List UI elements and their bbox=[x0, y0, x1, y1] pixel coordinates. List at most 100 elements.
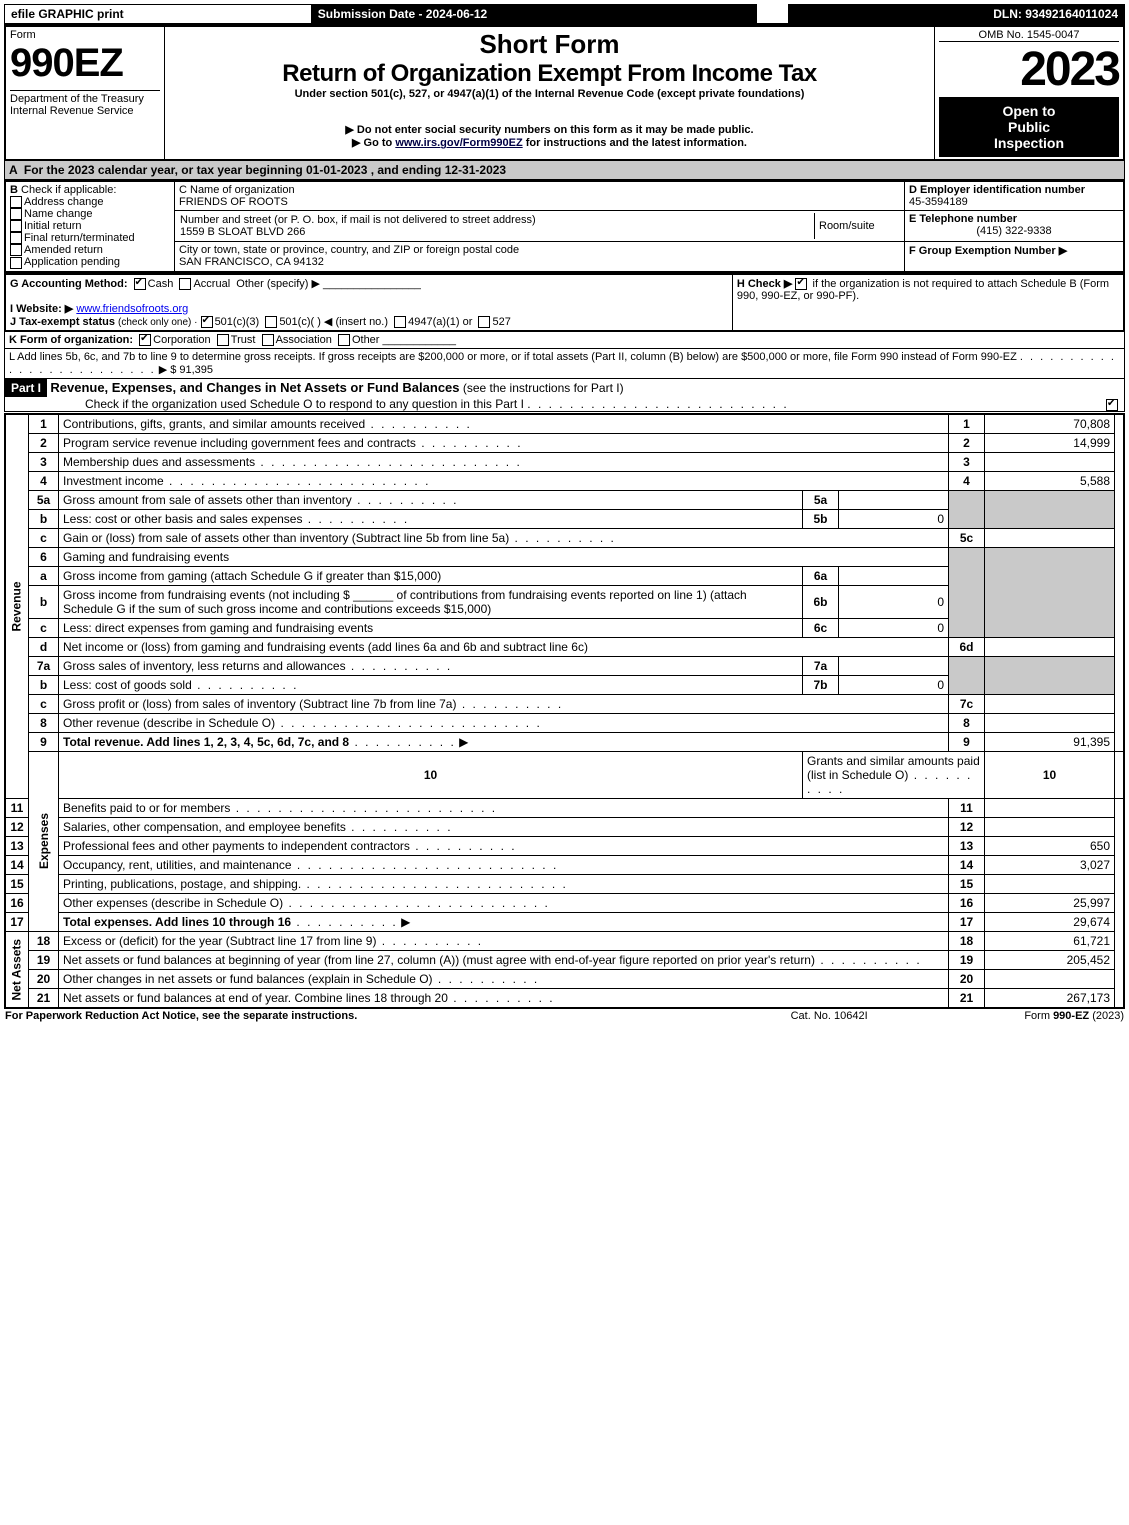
ln-6b: b bbox=[29, 585, 59, 618]
g-accrual: Accrual bbox=[193, 278, 230, 290]
ln-5a: 5a bbox=[29, 490, 59, 509]
b-label: Check if applicable: bbox=[21, 184, 116, 196]
t-9: Total revenue. Add lines 1, 2, 3, 4, 5c,… bbox=[63, 735, 349, 749]
k-corp: Corporation bbox=[153, 334, 210, 346]
t-18: Excess or (deficit) for the year (Subtra… bbox=[63, 934, 376, 948]
chk-4947[interactable] bbox=[394, 316, 406, 328]
footer-form-b: 990-EZ bbox=[1053, 1010, 1089, 1022]
sidelabel-expenses: Expenses bbox=[29, 751, 59, 931]
b-name: Name change bbox=[24, 208, 93, 220]
chk-final[interactable] bbox=[10, 232, 22, 244]
ln-20: 20 bbox=[29, 969, 59, 988]
g-other: Other (specify) ▶ bbox=[236, 278, 320, 290]
irs-link[interactable]: www.irs.gov/Form990EZ bbox=[395, 137, 522, 149]
t-16: Other expenses (describe in Schedule O) bbox=[63, 896, 283, 910]
part1-title: Revenue, Expenses, and Changes in Net As… bbox=[50, 380, 459, 395]
v-2: 14,999 bbox=[985, 433, 1115, 452]
phone: (415) 322-9338 bbox=[909, 225, 1119, 237]
mv-5a bbox=[839, 490, 949, 509]
ln-7b: b bbox=[29, 675, 59, 694]
t-12: Salaries, other compensation, and employ… bbox=[63, 820, 346, 834]
ln-8: 8 bbox=[29, 713, 59, 732]
t-17: Total expenses. Add lines 10 through 16 bbox=[63, 915, 291, 929]
j-527: 527 bbox=[492, 316, 510, 328]
v-12 bbox=[985, 817, 1115, 836]
ln-18: 18 bbox=[29, 931, 59, 950]
part1-see: (see the instructions for Part I) bbox=[463, 381, 624, 395]
chk-501c[interactable] bbox=[265, 316, 277, 328]
efile-button[interactable]: efile GRAPHIC print bbox=[5, 5, 312, 25]
chk-application[interactable] bbox=[10, 257, 22, 269]
chk-trust[interactable] bbox=[217, 334, 229, 346]
mid-6c: 6c bbox=[803, 618, 839, 637]
v-20 bbox=[985, 969, 1115, 988]
chk-amended[interactable] bbox=[10, 244, 22, 256]
t-6a: Gross income from gaming (attach Schedul… bbox=[59, 566, 803, 585]
chk-h[interactable] bbox=[795, 278, 807, 290]
rn-21: 21 bbox=[949, 988, 985, 1008]
v-21: 267,173 bbox=[985, 988, 1115, 1008]
chk-address[interactable] bbox=[10, 196, 22, 208]
open-to-public: Open to Public Inspection bbox=[939, 97, 1119, 157]
chk-initial[interactable] bbox=[10, 220, 22, 232]
submission-date: Submission Date - 2024-06-12 bbox=[311, 5, 756, 25]
rn-1: 1 bbox=[949, 414, 985, 434]
v-9: 91,395 bbox=[985, 732, 1115, 751]
b-addr: Address change bbox=[24, 196, 104, 208]
open-line3: Inspection bbox=[945, 135, 1113, 151]
mv-7b: 0 bbox=[839, 675, 949, 694]
t-21: Net assets or fund balances at end of ye… bbox=[63, 991, 448, 1005]
open-line2: Public bbox=[945, 119, 1113, 135]
h-tail: if the organization is not required to a… bbox=[737, 278, 1109, 302]
v-18: 61,721 bbox=[985, 931, 1115, 950]
t-11: Benefits paid to or for members bbox=[63, 801, 230, 815]
t-3: Membership dues and assessments bbox=[63, 455, 255, 469]
mid-6a: 6a bbox=[803, 566, 839, 585]
ln-1: 1 bbox=[29, 414, 59, 434]
rn-14: 14 bbox=[949, 855, 985, 874]
ln-2: 2 bbox=[29, 433, 59, 452]
website-link[interactable]: www.friendsofroots.org bbox=[76, 303, 188, 315]
chk-other-org[interactable] bbox=[338, 334, 350, 346]
g-label: G Accounting Method: bbox=[10, 278, 128, 290]
mv-5b: 0 bbox=[839, 509, 949, 528]
chk-assoc[interactable] bbox=[262, 334, 274, 346]
v-17: 29,674 bbox=[985, 912, 1115, 931]
v-6d bbox=[985, 637, 1115, 656]
chk-cash[interactable] bbox=[134, 278, 146, 290]
v-15 bbox=[985, 874, 1115, 893]
room-suite-label: Room/suite bbox=[815, 213, 901, 239]
v-11 bbox=[985, 798, 1115, 817]
chk-corp[interactable] bbox=[139, 334, 151, 346]
goto-prefix: ▶ Go to bbox=[352, 137, 392, 149]
open-line1: Open to bbox=[945, 103, 1113, 119]
chk-part1-o[interactable] bbox=[1106, 399, 1118, 411]
dept-irs: Internal Revenue Service bbox=[10, 105, 134, 117]
v-7c bbox=[985, 694, 1115, 713]
j-4947: 4947(a)(1) or bbox=[408, 316, 472, 328]
ln-12: 12 bbox=[5, 817, 29, 836]
chk-accrual[interactable] bbox=[179, 278, 191, 290]
j-note: (check only one) · bbox=[118, 317, 197, 328]
mid-6b: 6b bbox=[803, 585, 839, 618]
mv-7a bbox=[839, 656, 949, 675]
rn-6d: 6d bbox=[949, 637, 985, 656]
city-label: City or town, state or province, country… bbox=[179, 244, 519, 256]
mid-7b: 7b bbox=[803, 675, 839, 694]
chk-527[interactable] bbox=[478, 316, 490, 328]
b-init: Initial return bbox=[24, 220, 81, 232]
rn-4: 4 bbox=[949, 471, 985, 490]
dept-treasury: Department of the Treasury bbox=[10, 93, 144, 105]
mv-6b: 0 bbox=[839, 585, 949, 618]
rn-19: 19 bbox=[949, 950, 985, 969]
d-label: D Employer identification number bbox=[909, 184, 1085, 196]
part1-bar: Part I bbox=[5, 379, 47, 397]
ln-3: 3 bbox=[29, 452, 59, 471]
chk-name[interactable] bbox=[10, 208, 22, 220]
chk-501c3[interactable] bbox=[201, 316, 213, 328]
footer-left: For Paperwork Reduction Act Notice, see … bbox=[5, 1010, 357, 1022]
t-5b: Less: cost or other basis and sales expe… bbox=[63, 512, 302, 526]
t-14: Occupancy, rent, utilities, and maintena… bbox=[63, 858, 292, 872]
rn-7c: 7c bbox=[949, 694, 985, 713]
b-app: Application pending bbox=[24, 256, 120, 268]
